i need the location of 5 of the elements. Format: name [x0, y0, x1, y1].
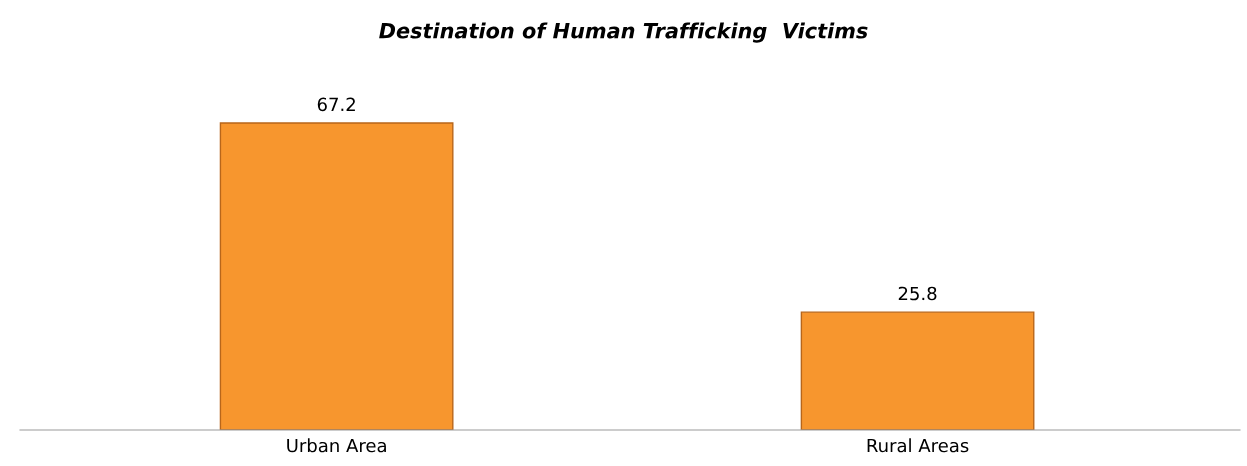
data-label: 67.2 — [317, 97, 355, 112]
x-tick-label: Rural Areas — [867, 438, 969, 453]
x-tick-label: Urban Area — [287, 438, 386, 453]
data-label: 25.8 — [898, 286, 937, 301]
chart-title: Destination of Human Trafficking Victims — [379, 22, 868, 43]
